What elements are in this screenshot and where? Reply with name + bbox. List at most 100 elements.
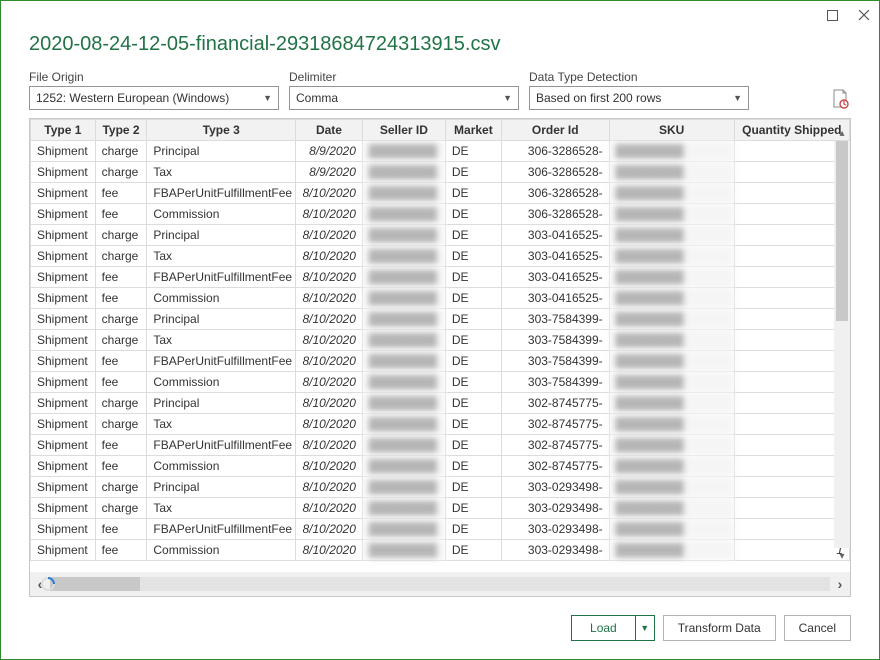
vertical-scrollbar[interactable]: ▴ ▾	[834, 141, 850, 548]
table-row[interactable]: ShipmentchargeTax8/10/2020████████DE303-…	[31, 246, 850, 267]
table-cell: 1	[734, 519, 849, 540]
table-cell: FBAPerUnitFulfillmentFee	[147, 435, 296, 456]
table-cell: 306-3286528-	[501, 183, 609, 204]
table-cell: 303-0416525-	[501, 225, 609, 246]
table-cell: ████████	[362, 288, 445, 309]
table-cell: 8/10/2020	[296, 351, 363, 372]
table-row[interactable]: ShipmentfeeCommission8/10/2020████████DE…	[31, 204, 850, 225]
table-cell: 1	[734, 183, 849, 204]
table-cell: DE	[445, 330, 501, 351]
table-row[interactable]: ShipmentchargeTax8/9/2020████████DE306-3…	[31, 162, 850, 183]
table-cell: Tax	[147, 330, 296, 351]
scroll-up-arrow[interactable]: ▴	[834, 125, 850, 141]
maximize-button[interactable]	[825, 8, 839, 22]
file-origin-group: File Origin 1252: Western European (Wind…	[29, 70, 279, 110]
detection-select[interactable]: Based on first 200 rows ▼	[529, 86, 749, 110]
column-header[interactable]: Quantity Shipped	[734, 120, 849, 141]
table-cell: charge	[95, 393, 147, 414]
load-button[interactable]: Load	[571, 615, 635, 641]
table-cell: 306-3286528-	[501, 141, 609, 162]
grid-scroll: Type 1Type 2Type 3DateSeller IDMarketOrd…	[30, 119, 850, 572]
column-header[interactable]: Type 3	[147, 120, 296, 141]
table-cell: ████████	[609, 162, 734, 183]
table-cell: ████████	[362, 477, 445, 498]
footer-buttons: Load ▼ Transform Data Cancel	[29, 597, 851, 641]
table-row[interactable]: ShipmentfeeCommission8/10/2020████████DE…	[31, 372, 850, 393]
file-origin-value: 1252: Western European (Windows)	[36, 91, 229, 105]
table-cell: Shipment	[31, 330, 96, 351]
table-cell: 8/10/2020	[296, 414, 363, 435]
table-cell: Principal	[147, 141, 296, 162]
table-cell: Shipment	[31, 351, 96, 372]
column-header[interactable]: Market	[445, 120, 501, 141]
preview-table: Type 1Type 2Type 3DateSeller IDMarketOrd…	[30, 119, 850, 561]
table-cell: FBAPerUnitFulfillmentFee	[147, 519, 296, 540]
table-cell: 1	[734, 309, 849, 330]
table-cell: ████████	[362, 519, 445, 540]
table-row[interactable]: ShipmentfeeCommission8/10/2020████████DE…	[31, 540, 850, 561]
close-button[interactable]	[857, 8, 871, 22]
table-row[interactable]: ShipmentfeeCommission8/10/2020████████DE…	[31, 456, 850, 477]
table-row[interactable]: ShipmentchargePrincipal8/10/2020████████…	[31, 393, 850, 414]
table-cell: 8/10/2020	[296, 204, 363, 225]
table-row[interactable]: ShipmentfeeFBAPerUnitFulfillmentFee8/10/…	[31, 267, 850, 288]
table-cell: 8/10/2020	[296, 183, 363, 204]
column-header[interactable]: Type 1	[31, 120, 96, 141]
table-row[interactable]: ShipmentfeeFBAPerUnitFulfillmentFee8/10/…	[31, 519, 850, 540]
load-dropdown-button[interactable]: ▼	[635, 615, 655, 641]
table-cell: 1	[734, 162, 849, 183]
column-header[interactable]: Seller ID	[362, 120, 445, 141]
table-cell: Shipment	[31, 309, 96, 330]
table-cell: charge	[95, 330, 147, 351]
table-cell: Tax	[147, 246, 296, 267]
table-cell: 8/10/2020	[296, 456, 363, 477]
table-row[interactable]: ShipmentchargePrincipal8/10/2020████████…	[31, 477, 850, 498]
table-row[interactable]: ShipmentfeeFBAPerUnitFulfillmentFee8/10/…	[31, 183, 850, 204]
scroll-right-arrow[interactable]: ›	[830, 572, 850, 596]
table-cell: 302-8745775-	[501, 393, 609, 414]
table-cell: ████████	[609, 414, 734, 435]
delimiter-select[interactable]: Comma ▼	[289, 86, 519, 110]
table-row[interactable]: ShipmentfeeFBAPerUnitFulfillmentFee8/10/…	[31, 435, 850, 456]
table-cell: charge	[95, 225, 147, 246]
horizontal-scroll-track[interactable]	[50, 577, 830, 591]
table-cell: 1	[734, 267, 849, 288]
table-cell: Commission	[147, 540, 296, 561]
table-cell: 1	[734, 414, 849, 435]
table-cell: ████████	[362, 246, 445, 267]
table-cell: DE	[445, 414, 501, 435]
table-cell: ████████	[362, 540, 445, 561]
table-cell: ████████	[362, 393, 445, 414]
settings-icon[interactable]	[829, 88, 851, 110]
column-header[interactable]: Date	[296, 120, 363, 141]
table-header-row: Type 1Type 2Type 3DateSeller IDMarketOrd…	[31, 120, 850, 141]
vertical-scroll-thumb[interactable]	[836, 141, 848, 321]
column-header[interactable]: SKU	[609, 120, 734, 141]
transform-data-button[interactable]: Transform Data	[663, 615, 776, 641]
table-row[interactable]: ShipmentchargePrincipal8/10/2020████████…	[31, 309, 850, 330]
column-header[interactable]: Type 2	[95, 120, 147, 141]
table-cell: ████████	[609, 141, 734, 162]
detection-label: Data Type Detection	[529, 70, 749, 84]
horizontal-scrollbar[interactable]: ‹ ›	[30, 572, 850, 596]
table-row[interactable]: ShipmentchargeTax8/10/2020████████DE303-…	[31, 330, 850, 351]
table-cell: DE	[445, 540, 501, 561]
table-row[interactable]: ShipmentfeeFBAPerUnitFulfillmentFee8/10/…	[31, 351, 850, 372]
detection-value: Based on first 200 rows	[536, 91, 661, 105]
table-row[interactable]: ShipmentfeeCommission8/10/2020████████DE…	[31, 288, 850, 309]
table-row[interactable]: ShipmentchargeTax8/10/2020████████DE303-…	[31, 498, 850, 519]
table-cell: Shipment	[31, 225, 96, 246]
cancel-button[interactable]: Cancel	[784, 615, 851, 641]
table-cell: FBAPerUnitFulfillmentFee	[147, 267, 296, 288]
horizontal-scroll-thumb[interactable]	[50, 577, 140, 591]
file-origin-select[interactable]: 1252: Western European (Windows) ▼	[29, 86, 279, 110]
dialog-window: 2020-08-24-12-05-financial-2931868472431…	[0, 0, 880, 660]
table-cell: DE	[445, 267, 501, 288]
table-row[interactable]: ShipmentchargePrincipal8/10/2020████████…	[31, 225, 850, 246]
table-row[interactable]: ShipmentchargePrincipal8/9/2020████████D…	[31, 141, 850, 162]
scroll-down-arrow[interactable]: ▾	[834, 548, 850, 564]
table-cell: 303-0416525-	[501, 246, 609, 267]
table-row[interactable]: ShipmentchargeTax8/10/2020████████DE302-…	[31, 414, 850, 435]
table-cell: DE	[445, 351, 501, 372]
column-header[interactable]: Order Id	[501, 120, 609, 141]
